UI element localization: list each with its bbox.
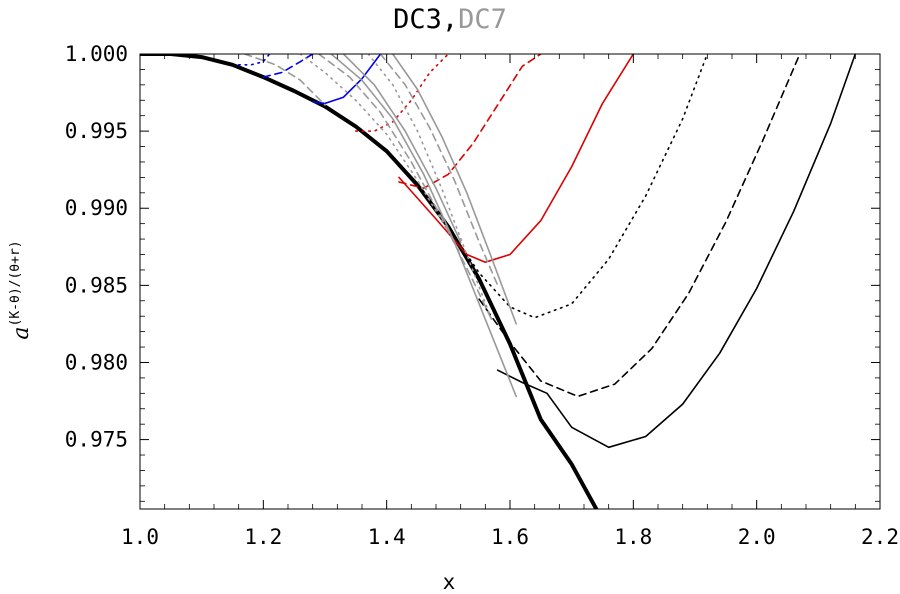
x-tick-label: 1.0 xyxy=(121,525,159,549)
x-tick-label: 1.4 xyxy=(368,525,406,549)
series-line-0 xyxy=(140,54,599,509)
series-line-12 xyxy=(317,54,493,321)
series-line-11 xyxy=(299,54,462,256)
svg-text:a(K-θ)/(θ+r): a(K-θ)/(θ+r) xyxy=(8,240,34,339)
series-line-4 xyxy=(398,54,635,264)
series-layer xyxy=(140,54,857,509)
y-axis-label-base: a xyxy=(9,326,34,339)
series-line-10 xyxy=(244,54,326,106)
y-axis-label: a(K-θ)/(θ+r) xyxy=(8,240,34,339)
series-line-16 xyxy=(379,54,499,287)
series-line-1 xyxy=(496,54,857,449)
title-alt: DC7 xyxy=(458,4,507,35)
series-line-5 xyxy=(398,54,542,189)
series-line-15 xyxy=(367,54,493,321)
title-separator: , xyxy=(441,4,459,35)
series-line-17 xyxy=(391,54,518,325)
plot-frame xyxy=(139,53,881,510)
y-tick-label: 0.980 xyxy=(65,350,128,374)
series-line-7 xyxy=(311,54,382,105)
series-line-9 xyxy=(237,54,271,66)
x-tick-label: 2.0 xyxy=(738,525,776,549)
y-tick-label: 0.995 xyxy=(65,119,128,143)
y-axis-label-superscript: (K-θ)/(θ+r) xyxy=(8,240,23,326)
y-tick-label: 0.985 xyxy=(65,273,128,297)
y-tick-label: 0.975 xyxy=(65,428,128,452)
x-tick-label: 1.2 xyxy=(244,525,282,549)
series-line-6 xyxy=(354,54,450,132)
x-tick-label: 1.6 xyxy=(491,525,529,549)
y-tick-label: 1.000 xyxy=(65,42,128,66)
series-line-2 xyxy=(478,54,801,398)
series-line-3 xyxy=(447,54,709,319)
chart-title: DC3,DC7 xyxy=(0,4,900,35)
title-main: DC3 xyxy=(393,4,442,35)
x-axis-label: x xyxy=(443,570,456,594)
series-line-14 xyxy=(342,54,462,243)
ticks-layer: 1.0 1.2 1.4 1.6 1.8 2.0 2.2 0.975 0.980 0.985 0.99… xyxy=(65,42,899,549)
x-tick-label: 2.2 xyxy=(861,525,899,549)
x-tick-label: 1.8 xyxy=(614,525,652,549)
y-tick-label: 0.990 xyxy=(65,196,128,220)
series-line-13 xyxy=(330,54,518,398)
